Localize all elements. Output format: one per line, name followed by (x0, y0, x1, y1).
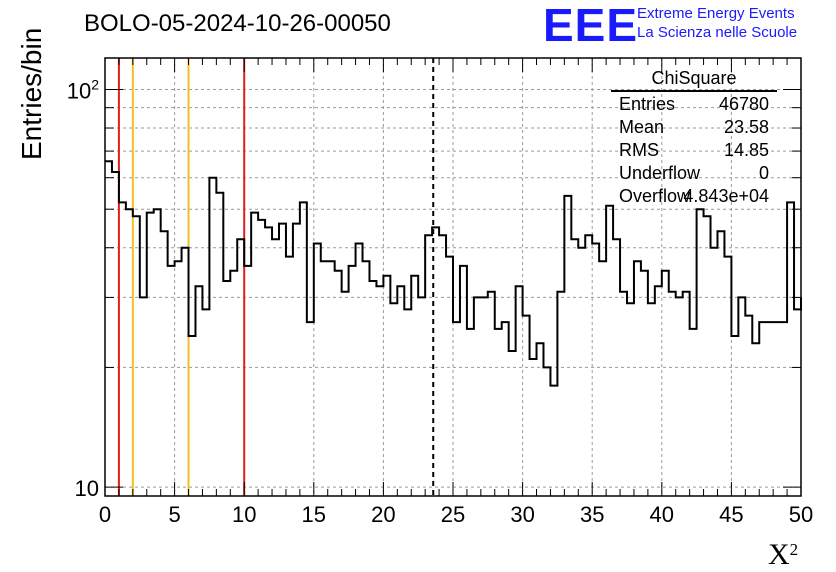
x-tick-label: 45 (719, 502, 743, 527)
x-tick-label: 25 (441, 502, 465, 527)
x-tick-label: 0 (99, 502, 111, 527)
y-tick-label-base: 10 (67, 78, 91, 103)
x-axis-label-sup: 2 (789, 540, 799, 559)
stats-row-underflow: Underflow 0 (611, 162, 777, 185)
x-tick-label: 30 (510, 502, 534, 527)
stats-value: 23.58 (723, 117, 769, 137)
logo-line-1: Extreme Energy Events (637, 5, 795, 22)
x-tick-label: 15 (302, 502, 326, 527)
x-tick-label: 35 (580, 502, 604, 527)
stats-label: RMS (619, 140, 659, 160)
stats-value: 46780 (718, 94, 769, 114)
x-axis-label-base: X (768, 538, 790, 571)
x-axis-label: X2 (768, 538, 798, 572)
y-tick-label: 10 (75, 476, 99, 501)
y-tick-label-sup: 2 (91, 76, 99, 92)
x-tick-label: 50 (789, 502, 813, 527)
histogram-series (105, 160, 802, 387)
histogram-line (105, 160, 802, 387)
stats-label: Mean (619, 117, 665, 137)
stats-row-rms: RMS 14.85 (611, 139, 777, 162)
stats-label: Underflow (619, 163, 701, 183)
x-tick-label: 20 (371, 502, 395, 527)
stats-value: 0 (758, 163, 769, 183)
stats-label: Entries (619, 94, 676, 114)
stats-value: 4.843e+04 (683, 186, 769, 206)
logo-caption: Extreme Energy Events La Scienza nelle S… (637, 4, 797, 42)
stats-row-entries: Entries 46780 (611, 93, 777, 116)
axis-ticks (104, 58, 802, 496)
chart-title: BOLO-05-2024-10-26-00050 (84, 10, 391, 37)
stats-box: ChiSquare Entries 46780 Mean 23.58 RMS 1… (611, 68, 777, 208)
stats-value: 14.85 (723, 140, 769, 160)
stats-title: ChiSquare (611, 68, 777, 92)
stats-row-mean: Mean 23.58 (611, 116, 777, 139)
x-tick-label: 40 (650, 502, 674, 527)
stats-label: Overflow (619, 186, 691, 206)
y-axis-label: Entries/bin (16, 27, 47, 160)
eee-logo: EEE (543, 0, 639, 51)
x-tick-label: 10 (232, 502, 256, 527)
marker-lines (117, 58, 435, 496)
y-tick-label: 102 (67, 76, 99, 103)
stats-row-overflow: Overflow 4.843e+04 (611, 185, 777, 208)
logo-line-2: La Scienza nelle Scuole (637, 24, 798, 41)
x-tick-label: 5 (168, 502, 180, 527)
